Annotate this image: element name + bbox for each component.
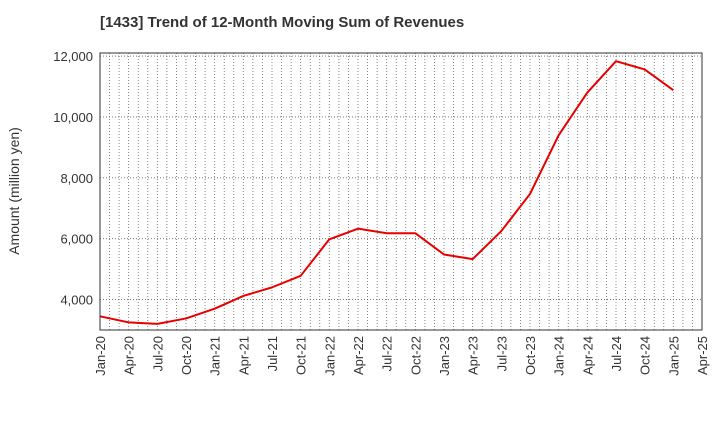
x-tick-label: Jul-23 (494, 336, 509, 371)
x-tick-label: Oct-24 (638, 336, 653, 375)
x-tick-label: Oct-22 (408, 336, 423, 375)
x-tick-label: Jul-20 (150, 336, 165, 371)
series-line (99, 60, 674, 325)
plot-border (99, 52, 703, 331)
x-tick-label: Jul-21 (265, 336, 280, 371)
x-tick-labels: Jan-20 Apr-20 Jul-20 Oct-20 Jan-21 Apr-21 Jul-… (93, 336, 710, 376)
y-tick-label: 12,000 (53, 49, 93, 64)
chart-title: [1433] Trend of 12-Month Moving Sum of R… (100, 14, 465, 31)
x-tick-label: Jan-20 (93, 336, 108, 376)
x-tick-label: Jan-25 (666, 336, 681, 376)
x-tick-label: Oct-23 (523, 336, 538, 375)
x-tick-label: Jul-22 (380, 336, 395, 371)
x-tick-label: Apr-25 (695, 336, 710, 375)
y-tick-label: 8,000 (60, 171, 93, 186)
y-tick-label: 6,000 (60, 232, 93, 247)
x-tick-label: Jan-24 (552, 336, 567, 376)
x-tick-label: Jul-24 (609, 336, 624, 371)
x-tick-label: Apr-21 (236, 336, 251, 375)
x-tick-label: Apr-20 (122, 336, 137, 375)
y-tick-label: 10,000 (53, 110, 93, 125)
x-tick-label: Apr-23 (466, 336, 481, 375)
x-tick-label: Oct-20 (179, 336, 194, 375)
x-tick-label: Apr-22 (351, 336, 366, 375)
y-axis-label: Amount (million yen) (6, 127, 22, 255)
grid-lines (100, 53, 702, 330)
x-tick-label: Jan-22 (322, 336, 337, 376)
y-tick-labels: 4,000 6,000 8,000 10,000 12,000 (53, 49, 93, 308)
plot-area (100, 53, 702, 330)
x-tick-label: Oct-21 (294, 336, 309, 375)
x-tick-label: Jan-21 (208, 336, 223, 376)
x-tick-label: Jan-23 (437, 336, 452, 376)
y-tick-label: 4,000 (60, 293, 93, 308)
x-tick-label: Apr-24 (580, 336, 595, 375)
series-layer (99, 60, 674, 325)
